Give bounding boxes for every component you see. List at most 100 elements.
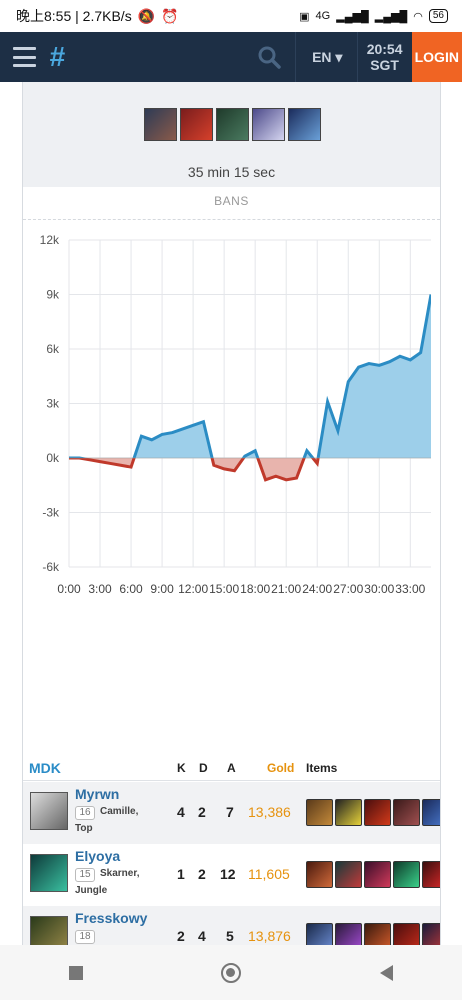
site-logo[interactable]: # xyxy=(49,41,66,72)
item-icon[interactable] xyxy=(364,861,391,888)
x-tick-label: 0:00 xyxy=(57,582,81,596)
x-tick-label: 21:00 xyxy=(271,582,301,596)
champion-name: Skarner, xyxy=(100,868,140,879)
series-line-negative xyxy=(69,458,320,482)
app-header: # EN ▾ 20:54 SGT LOGIN xyxy=(0,32,462,82)
x-tick-label: 15:00 xyxy=(209,582,239,596)
kills-value: 1 xyxy=(177,866,185,882)
battery-icon: 56 xyxy=(428,9,448,23)
network-type: 4G xyxy=(315,10,331,22)
player-name[interactable]: Elyoya xyxy=(75,848,121,864)
champion-name: Camille, xyxy=(100,806,139,817)
champion-portrait[interactable] xyxy=(144,108,177,141)
bans-label: BANS xyxy=(214,194,249,208)
signal-2-icon: ▂▄▆█ xyxy=(374,10,408,23)
item-icon[interactable] xyxy=(364,799,391,826)
volte-icon: ▣ xyxy=(299,10,310,23)
kills-value: 4 xyxy=(177,804,185,820)
item-icon[interactable] xyxy=(393,799,420,826)
alarm-icon: ⏰ xyxy=(161,7,179,24)
champion-avatar[interactable] xyxy=(30,854,68,892)
scoreboard-divider xyxy=(23,780,440,781)
clock-time: 20:54 xyxy=(366,41,403,57)
item-icon[interactable] xyxy=(306,923,333,945)
item-icon[interactable] xyxy=(335,923,362,945)
area-positive xyxy=(69,294,431,458)
menu-icon[interactable] xyxy=(13,47,36,67)
timezone-select[interactable]: 20:54 SGT xyxy=(358,41,412,73)
deaths-value: 2 xyxy=(198,866,206,882)
signal-icon: ▂▄▆█ xyxy=(336,10,369,23)
champion-level: 16 xyxy=(75,806,95,820)
champion-portrait[interactable] xyxy=(252,108,285,141)
champion-avatar[interactable] xyxy=(30,792,68,830)
recent-apps-icon[interactable] xyxy=(69,965,84,980)
series-line-positive xyxy=(69,294,431,458)
item-list xyxy=(306,923,440,945)
player-row[interactable]: Fresskowy 18 2 4 5 13,876 xyxy=(23,906,440,945)
x-tick-label: 6:00 xyxy=(119,582,143,596)
item-icon[interactable] xyxy=(422,923,440,945)
assists-value: 12 xyxy=(220,866,236,882)
col-assists: A xyxy=(227,761,236,775)
search-icon[interactable] xyxy=(257,45,281,69)
player-role: Jungle xyxy=(75,885,108,896)
player-name[interactable]: Fresskowy xyxy=(75,910,148,926)
home-icon[interactable] xyxy=(221,962,242,983)
item-icon[interactable] xyxy=(306,861,333,888)
item-icon[interactable] xyxy=(393,923,420,945)
x-tick-label: 3:00 xyxy=(88,582,112,596)
champion-avatar[interactable] xyxy=(30,916,68,945)
item-icon[interactable] xyxy=(335,799,362,826)
wifi-icon: ◠ xyxy=(413,10,423,23)
player-row[interactable]: Elyoya 15 Skarner, Jungle 1 2 12 11,605 xyxy=(23,844,440,906)
item-list xyxy=(306,799,440,826)
col-gold: Gold xyxy=(267,761,295,775)
item-icon[interactable] xyxy=(364,923,391,945)
player-role: Top xyxy=(75,823,93,834)
item-icon[interactable] xyxy=(306,799,333,826)
champion-portrait[interactable] xyxy=(180,108,213,141)
x-tick-label: 30:00 xyxy=(364,582,394,596)
player-row[interactable]: Myrwn 16 Camille, Top 4 2 7 13,386 xyxy=(23,782,440,844)
y-tick-label: 3k xyxy=(46,397,60,411)
champion-level: 15 xyxy=(75,868,95,882)
y-tick-label: -6k xyxy=(42,560,60,574)
match-card: 35 min 15 sec BANS 12k 9k 6k 3k 0k -3k -6k 0:00… xyxy=(22,82,441,945)
system-nav-bar xyxy=(0,945,462,1000)
kills-value: 2 xyxy=(177,928,185,944)
assists-value: 7 xyxy=(226,804,234,820)
x-tick-label: 27:00 xyxy=(333,582,363,596)
item-list xyxy=(306,861,440,888)
deaths-value: 4 xyxy=(198,928,206,944)
champion-portraits xyxy=(144,108,321,141)
item-icon[interactable] xyxy=(422,861,440,888)
x-tick-label: 24:00 xyxy=(302,582,332,596)
login-button[interactable]: LOGIN xyxy=(411,32,462,82)
deaths-value: 2 xyxy=(198,804,206,820)
header-divider xyxy=(294,32,296,82)
item-icon[interactable] xyxy=(393,861,420,888)
item-icon[interactable] xyxy=(335,861,362,888)
x-tick-label: 33:00 xyxy=(395,582,425,596)
x-tick-label: 18:00 xyxy=(240,582,270,596)
back-icon[interactable] xyxy=(379,964,393,981)
area-negative xyxy=(69,458,431,480)
clock-timezone: SGT xyxy=(370,57,399,73)
gold-diff-chart: 12k 9k 6k 3k 0k -3k -6k 0:00 3:00 6:00 9:00 12:00 15… xyxy=(40,233,431,596)
x-tick-label: 9:00 xyxy=(150,582,174,596)
bans-divider xyxy=(23,219,440,220)
status-bar: 晚上8:55 | 2.7KB/s 🔕 ⏰ ▣ 4G ▂▄▆█ ▂▄▆█ ◠ 56 xyxy=(0,0,462,32)
y-tick-label: 9k xyxy=(46,288,60,302)
y-tick-label: -3k xyxy=(42,506,60,520)
gold-value: 13,876 xyxy=(248,928,291,944)
player-name[interactable]: Myrwn xyxy=(75,786,120,802)
champion-portrait[interactable] xyxy=(216,108,249,141)
col-deaths: D xyxy=(199,761,208,775)
team-name: MDK xyxy=(29,760,61,776)
item-icon[interactable] xyxy=(422,799,440,826)
language-select[interactable]: EN ▾ xyxy=(312,48,343,65)
match-duration: 35 min 15 sec xyxy=(187,164,276,180)
assists-value: 5 xyxy=(226,928,234,944)
champion-portrait[interactable] xyxy=(288,108,321,141)
